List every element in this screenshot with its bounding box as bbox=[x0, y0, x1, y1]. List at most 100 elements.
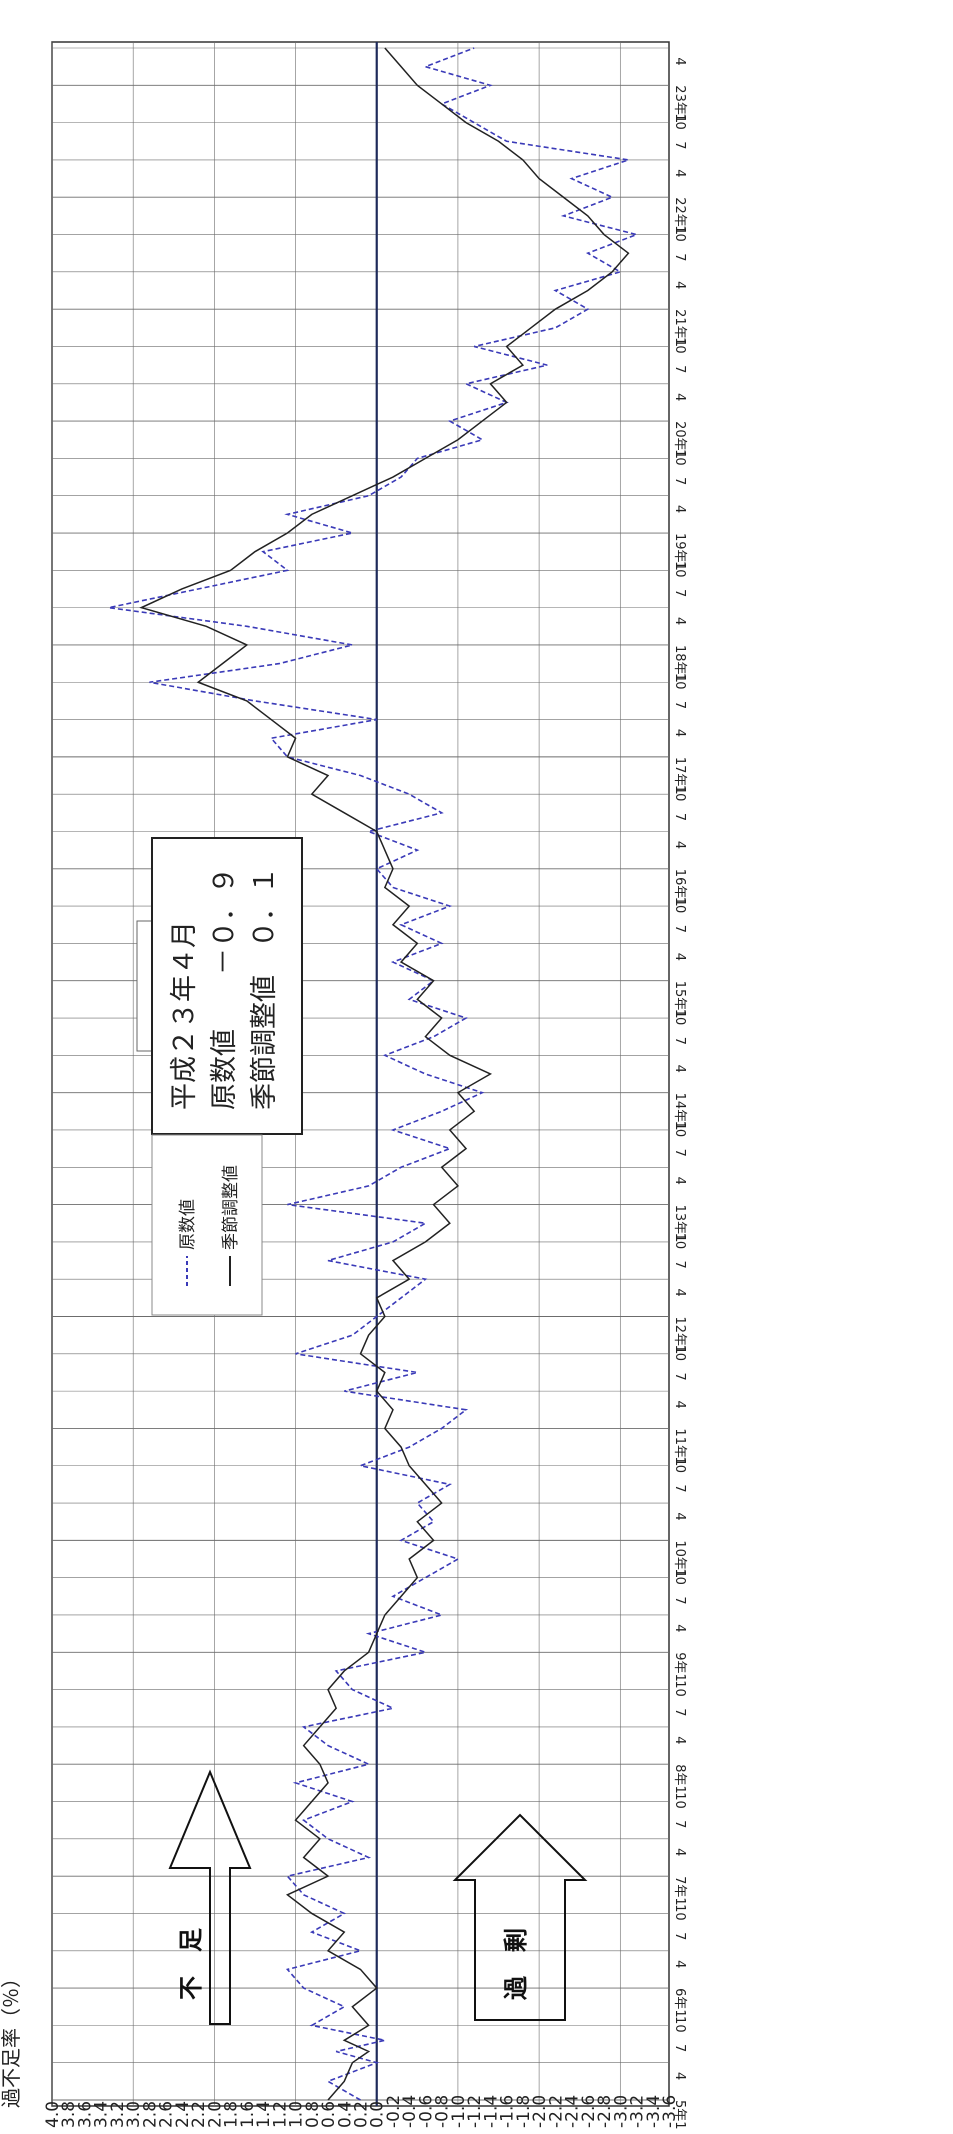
y-axis-label: 過不足率（％） bbox=[0, 1968, 23, 2108]
y-tick-label: 1.2 bbox=[270, 2101, 290, 2128]
y-tick-label: 0.2 bbox=[352, 2101, 372, 2128]
plot-border bbox=[51, 41, 670, 2107]
legend-adjusted-label: 季節調整値 bbox=[221, 1165, 241, 1250]
series-line-adjusted bbox=[139, 47, 630, 2101]
x-tick-month-label: 10 bbox=[672, 1233, 687, 1250]
x-tick-month-label: 4 bbox=[672, 57, 687, 65]
x-tick-year-label: 7年1 bbox=[672, 1876, 687, 1906]
annotation-line-1: 平成２３年４月 bbox=[169, 921, 200, 1110]
x-tick-month-label: 7 bbox=[672, 1932, 687, 1940]
surplus-label: 過 剰 bbox=[502, 1928, 530, 2000]
x-tick-month-label: 4 bbox=[672, 1177, 687, 1185]
y-tick-label: -0.2 bbox=[384, 2095, 404, 2128]
annotation-box: 平成２３年４月 原数値 －０．９ 季節調整値 ０．１ bbox=[151, 837, 303, 1135]
x-tick-month-label: 4 bbox=[672, 953, 687, 961]
y-tick-label: -2.0 bbox=[530, 2095, 550, 2128]
x-tick-month-label: 4 bbox=[672, 841, 687, 849]
x-tick-month-label: 4 bbox=[672, 505, 687, 513]
x-tick-year-label: 10年1 bbox=[672, 1540, 687, 1578]
x-tick-month-label: 10 bbox=[672, 225, 687, 242]
y-tick-label: -2.8 bbox=[595, 2095, 615, 2128]
y-tick-label: -1.4 bbox=[481, 2095, 501, 2128]
series-layer bbox=[108, 47, 640, 2101]
y-tick-label: 3.6 bbox=[75, 2101, 95, 2128]
x-tick-month-label: 7 bbox=[672, 365, 687, 373]
y-tick-label: 2.8 bbox=[140, 2101, 160, 2128]
y-tick-label: 1.0 bbox=[287, 2101, 307, 2128]
y-tick-label: -3.0 bbox=[611, 2095, 631, 2128]
x-tick-month-label: 4 bbox=[672, 1960, 687, 1968]
legend-raw-label: 原数値 bbox=[178, 1199, 198, 1250]
y-tick-label: 3.0 bbox=[124, 2101, 144, 2128]
x-tick-month-label: 10 bbox=[672, 449, 687, 466]
y-tick-label: -2.6 bbox=[579, 2095, 599, 2128]
y-tick-label: 0.4 bbox=[335, 2101, 355, 2128]
x-tick-year-label: 9年1 bbox=[672, 1652, 687, 1682]
x-tick-year-label: 18年1 bbox=[672, 645, 687, 683]
x-tick-year-label: 15年1 bbox=[672, 981, 687, 1019]
x-tick-month-label: 7 bbox=[672, 477, 687, 485]
x-tick-year-label: 21年1 bbox=[672, 309, 687, 347]
y-tick-label: -3.2 bbox=[628, 2095, 648, 2128]
x-tick-month-label: 4 bbox=[672, 1848, 687, 1856]
x-tick-month-label: 4 bbox=[672, 1512, 687, 1520]
x-tick-month-label: 7 bbox=[672, 1261, 687, 1269]
x-tick-month-label: 10 bbox=[672, 2016, 687, 2033]
x-tick-month-label: 4 bbox=[672, 281, 687, 289]
x-tick-year-label: 12年1 bbox=[672, 1317, 687, 1355]
y-tick-label: 2.6 bbox=[157, 2101, 177, 2128]
x-tick-year-label: 17年1 bbox=[672, 757, 687, 795]
x-tick-month-label: 10 bbox=[672, 897, 687, 914]
x-tick-month-label: 7 bbox=[672, 813, 687, 821]
annotation-frame bbox=[151, 837, 303, 1135]
shortage-arrow bbox=[168, 1769, 252, 2025]
x-tick-month-label: 4 bbox=[672, 617, 687, 625]
x-tick-month-label: 10 bbox=[672, 1680, 687, 1697]
x-tick-month-label: 7 bbox=[672, 253, 687, 261]
y-tick-label: -3.6 bbox=[660, 2095, 680, 2128]
series-line-raw bbox=[108, 47, 640, 2101]
x-tick-year-label: 13年1 bbox=[672, 1205, 687, 1243]
x-tick-month-label: 7 bbox=[672, 141, 687, 149]
y-tick-label: 0.6 bbox=[319, 2101, 339, 2128]
y-tick-label: 3.2 bbox=[108, 2101, 128, 2128]
x-tick-month-label: 10 bbox=[672, 1456, 687, 1473]
x-tick-month-label: 4 bbox=[672, 2072, 687, 2080]
x-tick-month-label: 4 bbox=[672, 1400, 687, 1408]
y-tick-label: 0.0 bbox=[368, 2101, 388, 2128]
x-tick-month-label: 7 bbox=[672, 1708, 687, 1716]
annotation-line-2: 原数値 －０．９ bbox=[209, 867, 240, 1110]
x-tick-month-label: 10 bbox=[672, 1009, 687, 1026]
grid-layer bbox=[51, 42, 669, 2106]
x-tick-year-label: 14年1 bbox=[672, 1093, 687, 1131]
x-tick-month-label: 10 bbox=[672, 1121, 687, 1138]
y-tick-label: 1.4 bbox=[254, 2101, 274, 2128]
y-tick-label: -2.2 bbox=[546, 2095, 566, 2128]
x-tick-month-label: 10 bbox=[672, 561, 687, 578]
y-tick-label: 2.0 bbox=[205, 2101, 225, 2128]
y-tick-label: -1.2 bbox=[465, 2095, 485, 2128]
x-tick-year-label: 22年1 bbox=[672, 197, 687, 235]
y-tick-label: 2.4 bbox=[173, 2101, 193, 2128]
x-tick-month-label: 7 bbox=[672, 1596, 687, 1604]
x-tick-month-label: 7 bbox=[672, 1149, 687, 1157]
x-tick-month-label: 10 bbox=[672, 1792, 687, 1809]
legend-frame-page bbox=[151, 1134, 263, 1316]
y-tick-label: -0.6 bbox=[416, 2095, 436, 2128]
plot-area bbox=[51, 41, 670, 2107]
x-tick-year-label: 23年1 bbox=[672, 85, 687, 123]
x-tick-month-label: 10 bbox=[672, 1568, 687, 1585]
x-tick-month-label: 4 bbox=[672, 1736, 687, 1744]
y-tick-label: -0.8 bbox=[433, 2095, 453, 2128]
x-tick-month-label: 7 bbox=[672, 1484, 687, 1492]
y-tick-label: 1.6 bbox=[238, 2101, 258, 2128]
x-tick-month-label: 10 bbox=[672, 785, 687, 802]
x-tick-month-label: 4 bbox=[672, 1624, 687, 1632]
y-tick-label: 2.2 bbox=[189, 2101, 209, 2128]
y-tick-labels: 4.03.83.63.43.23.02.82.62.42.22.01.81.61… bbox=[43, 2095, 680, 2128]
x-tick-year-label: 20年1 bbox=[672, 421, 687, 459]
x-tick-month-label: 10 bbox=[672, 1904, 687, 1921]
y-tick-label: -2.4 bbox=[563, 2095, 583, 2128]
x-tick-month-label: 4 bbox=[672, 1065, 687, 1073]
